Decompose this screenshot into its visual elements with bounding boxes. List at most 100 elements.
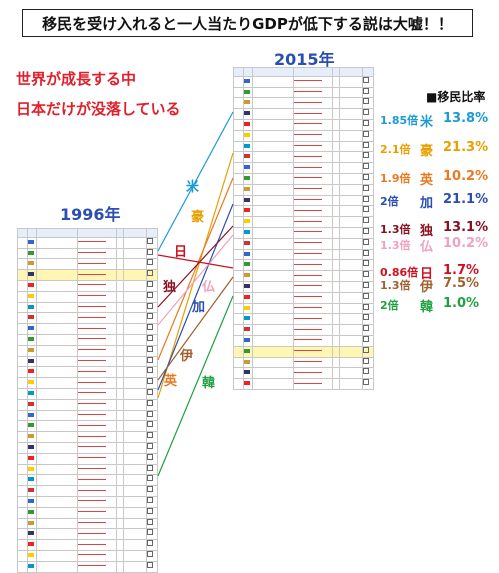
flag-icon bbox=[244, 89, 250, 94]
checkbox-icon bbox=[363, 152, 369, 159]
checkbox-icon bbox=[147, 400, 153, 406]
value-bar bbox=[294, 209, 322, 211]
table-row bbox=[233, 216, 374, 228]
country-8: 韓 bbox=[420, 300, 434, 315]
pct-4: 13.1% bbox=[443, 220, 489, 235]
checkbox-icon bbox=[147, 551, 153, 557]
table-row bbox=[17, 431, 158, 443]
value-bar bbox=[78, 316, 106, 318]
flag-icon bbox=[244, 229, 250, 234]
value-bar bbox=[294, 199, 322, 201]
flag-icon bbox=[28, 455, 34, 460]
table-row bbox=[17, 236, 158, 249]
value-bar bbox=[78, 338, 106, 340]
value-bar bbox=[78, 424, 106, 426]
table-row bbox=[17, 247, 158, 260]
country-2: 英 bbox=[420, 173, 434, 188]
table-row bbox=[17, 560, 158, 573]
table-row bbox=[17, 528, 158, 541]
value-bar bbox=[78, 532, 106, 534]
value-bar bbox=[78, 381, 106, 383]
line-uk bbox=[157, 177, 234, 361]
checkbox-icon bbox=[363, 336, 369, 342]
checkbox-icon bbox=[147, 518, 153, 525]
flag-icon bbox=[28, 282, 34, 287]
country-7: 伊 bbox=[420, 280, 434, 295]
checkbox-icon bbox=[363, 228, 369, 234]
checkbox-icon bbox=[363, 217, 369, 224]
value-bar bbox=[294, 317, 322, 319]
flag-icon bbox=[244, 283, 250, 288]
table-row bbox=[233, 226, 374, 239]
line-label-france: 仏 bbox=[202, 280, 216, 295]
year-2015-label: 2015年 bbox=[274, 50, 335, 69]
value-bar bbox=[294, 188, 322, 190]
value-bar bbox=[78, 252, 106, 254]
table-row bbox=[17, 539, 158, 551]
table-row bbox=[17, 495, 158, 508]
flag-icon bbox=[244, 316, 250, 321]
checkbox-icon bbox=[147, 411, 153, 417]
table-row bbox=[233, 378, 374, 390]
flag-icon bbox=[244, 348, 250, 353]
value-bar bbox=[78, 327, 106, 329]
value-bar bbox=[294, 242, 322, 244]
checkbox-icon bbox=[147, 486, 153, 493]
table-row bbox=[233, 118, 374, 131]
flag-icon bbox=[28, 498, 34, 503]
checkbox-icon bbox=[147, 238, 153, 244]
checkbox-icon bbox=[363, 260, 369, 267]
value-bar bbox=[78, 435, 106, 437]
value-bar bbox=[78, 414, 106, 416]
value-bar bbox=[78, 500, 106, 502]
table-row bbox=[17, 506, 158, 519]
value-bar bbox=[294, 274, 322, 276]
pct-2: 10.2% bbox=[443, 169, 489, 184]
value-bar bbox=[78, 511, 106, 513]
ratio-5: 1.3倍 bbox=[380, 239, 411, 252]
flag-icon bbox=[244, 154, 250, 159]
value-bar bbox=[78, 565, 106, 567]
table-row bbox=[17, 301, 158, 314]
line-label-canada: 加 bbox=[192, 300, 206, 315]
line-label-japan: 日 bbox=[174, 245, 188, 260]
value-bar bbox=[294, 382, 322, 384]
table-row bbox=[233, 183, 374, 196]
table-header-row bbox=[17, 228, 158, 238]
flag-icon bbox=[244, 262, 250, 267]
ratio-1: 2.1倍 bbox=[380, 143, 411, 156]
checkbox-icon bbox=[363, 88, 369, 94]
flag-icon bbox=[28, 358, 34, 363]
flag-icon bbox=[28, 434, 34, 439]
value-bar bbox=[294, 307, 322, 309]
pct-3: 21.1% bbox=[443, 192, 489, 207]
flag-icon bbox=[244, 175, 250, 180]
value-bar bbox=[78, 349, 106, 351]
value-bar bbox=[78, 446, 106, 448]
flag-icon bbox=[28, 261, 34, 266]
checkbox-icon bbox=[363, 282, 369, 288]
flag-icon bbox=[244, 208, 250, 213]
line-label-germany: 独 bbox=[163, 280, 177, 295]
flag-icon bbox=[28, 444, 34, 449]
flag-icon bbox=[244, 165, 250, 170]
checkbox-icon bbox=[363, 357, 369, 364]
checkbox-icon bbox=[363, 109, 369, 116]
flag-icon bbox=[244, 305, 250, 310]
value-bar bbox=[78, 370, 106, 372]
value-bar bbox=[78, 360, 106, 362]
flag-icon bbox=[244, 111, 250, 116]
value-bar bbox=[294, 328, 322, 330]
checkbox-icon bbox=[147, 249, 153, 255]
table-row bbox=[233, 334, 374, 347]
country-4: 独 bbox=[420, 224, 434, 239]
checkbox-icon bbox=[147, 292, 153, 298]
checkbox-icon bbox=[147, 465, 153, 471]
flag-icon bbox=[28, 466, 34, 471]
flag-icon bbox=[244, 121, 250, 126]
value-bar bbox=[78, 262, 106, 264]
line-france bbox=[157, 234, 234, 326]
checkbox-icon bbox=[147, 357, 153, 363]
checkbox-icon bbox=[147, 432, 153, 439]
value-bar bbox=[294, 145, 322, 147]
